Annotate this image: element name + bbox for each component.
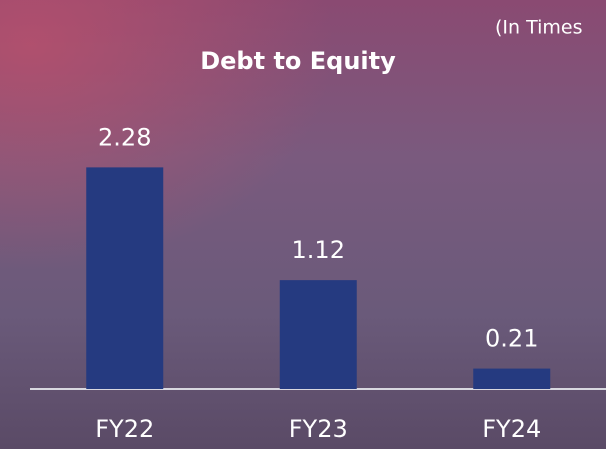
bar — [280, 280, 357, 389]
x-tick-label: FY24 — [482, 415, 541, 443]
chart: (In Times Debt to Equity FY22 2.28 FY23 1.1… — [0, 0, 606, 449]
x-tick-label: FY22 — [95, 415, 154, 443]
value-label: 0.21 — [485, 325, 538, 353]
value-label: 1.12 — [292, 236, 345, 264]
unit-note: (In Times — [495, 17, 583, 39]
bar — [473, 369, 550, 389]
bar — [86, 167, 163, 389]
chart-title: Debt to Equity — [200, 47, 396, 75]
page: (In Times Debt to Equity FY22 2.28 FY23 1.1… — [0, 0, 606, 449]
value-label: 2.28 — [98, 123, 151, 151]
x-tick-label: FY23 — [289, 415, 348, 443]
